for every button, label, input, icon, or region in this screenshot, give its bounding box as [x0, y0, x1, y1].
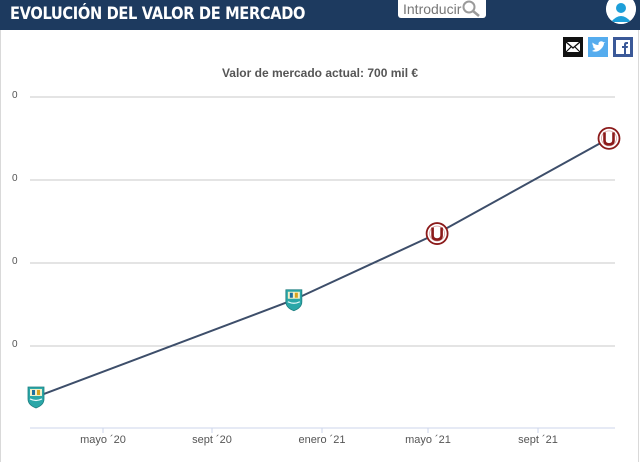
y-tick-label: 0 — [12, 339, 18, 350]
universitario-icon — [425, 222, 449, 245]
x-tick-label: mayo ´21 — [405, 434, 451, 446]
header-bar: EVOLUCIÓN DEL VALOR DE MERCADO — [0, 0, 640, 30]
chart-panel — [0, 30, 639, 462]
x-tick-label: sept ´20 — [192, 434, 232, 446]
universitario-icon — [597, 126, 621, 150]
page-title: EVOLUCIÓN DEL VALOR DE MERCADO — [10, 4, 306, 24]
search-box[interactable] — [398, 0, 486, 18]
x-tick-label: enero ´21 — [298, 434, 345, 446]
x-tick-label: sept ´21 — [518, 434, 558, 446]
twitter-icon[interactable] — [588, 37, 608, 57]
teal-crest-icon — [27, 386, 45, 409]
chart-title: Valor de mercado actual: 700 mil € — [221, 66, 419, 80]
y-tick-label: 0 — [12, 173, 18, 184]
market-value-line — [35, 137, 610, 398]
y-tick-label: 0 — [12, 256, 18, 267]
facebook-icon[interactable] — [613, 37, 633, 57]
y-tick-label: 0 — [12, 90, 18, 101]
user-avatar-icon[interactable] — [606, 0, 636, 24]
search-input[interactable] — [403, 1, 463, 17]
x-tick-label: mayo ´20 — [80, 434, 126, 446]
mail-icon[interactable] — [563, 37, 583, 57]
teal-crest-icon — [285, 289, 303, 312]
search-icon[interactable] — [460, 0, 482, 18]
